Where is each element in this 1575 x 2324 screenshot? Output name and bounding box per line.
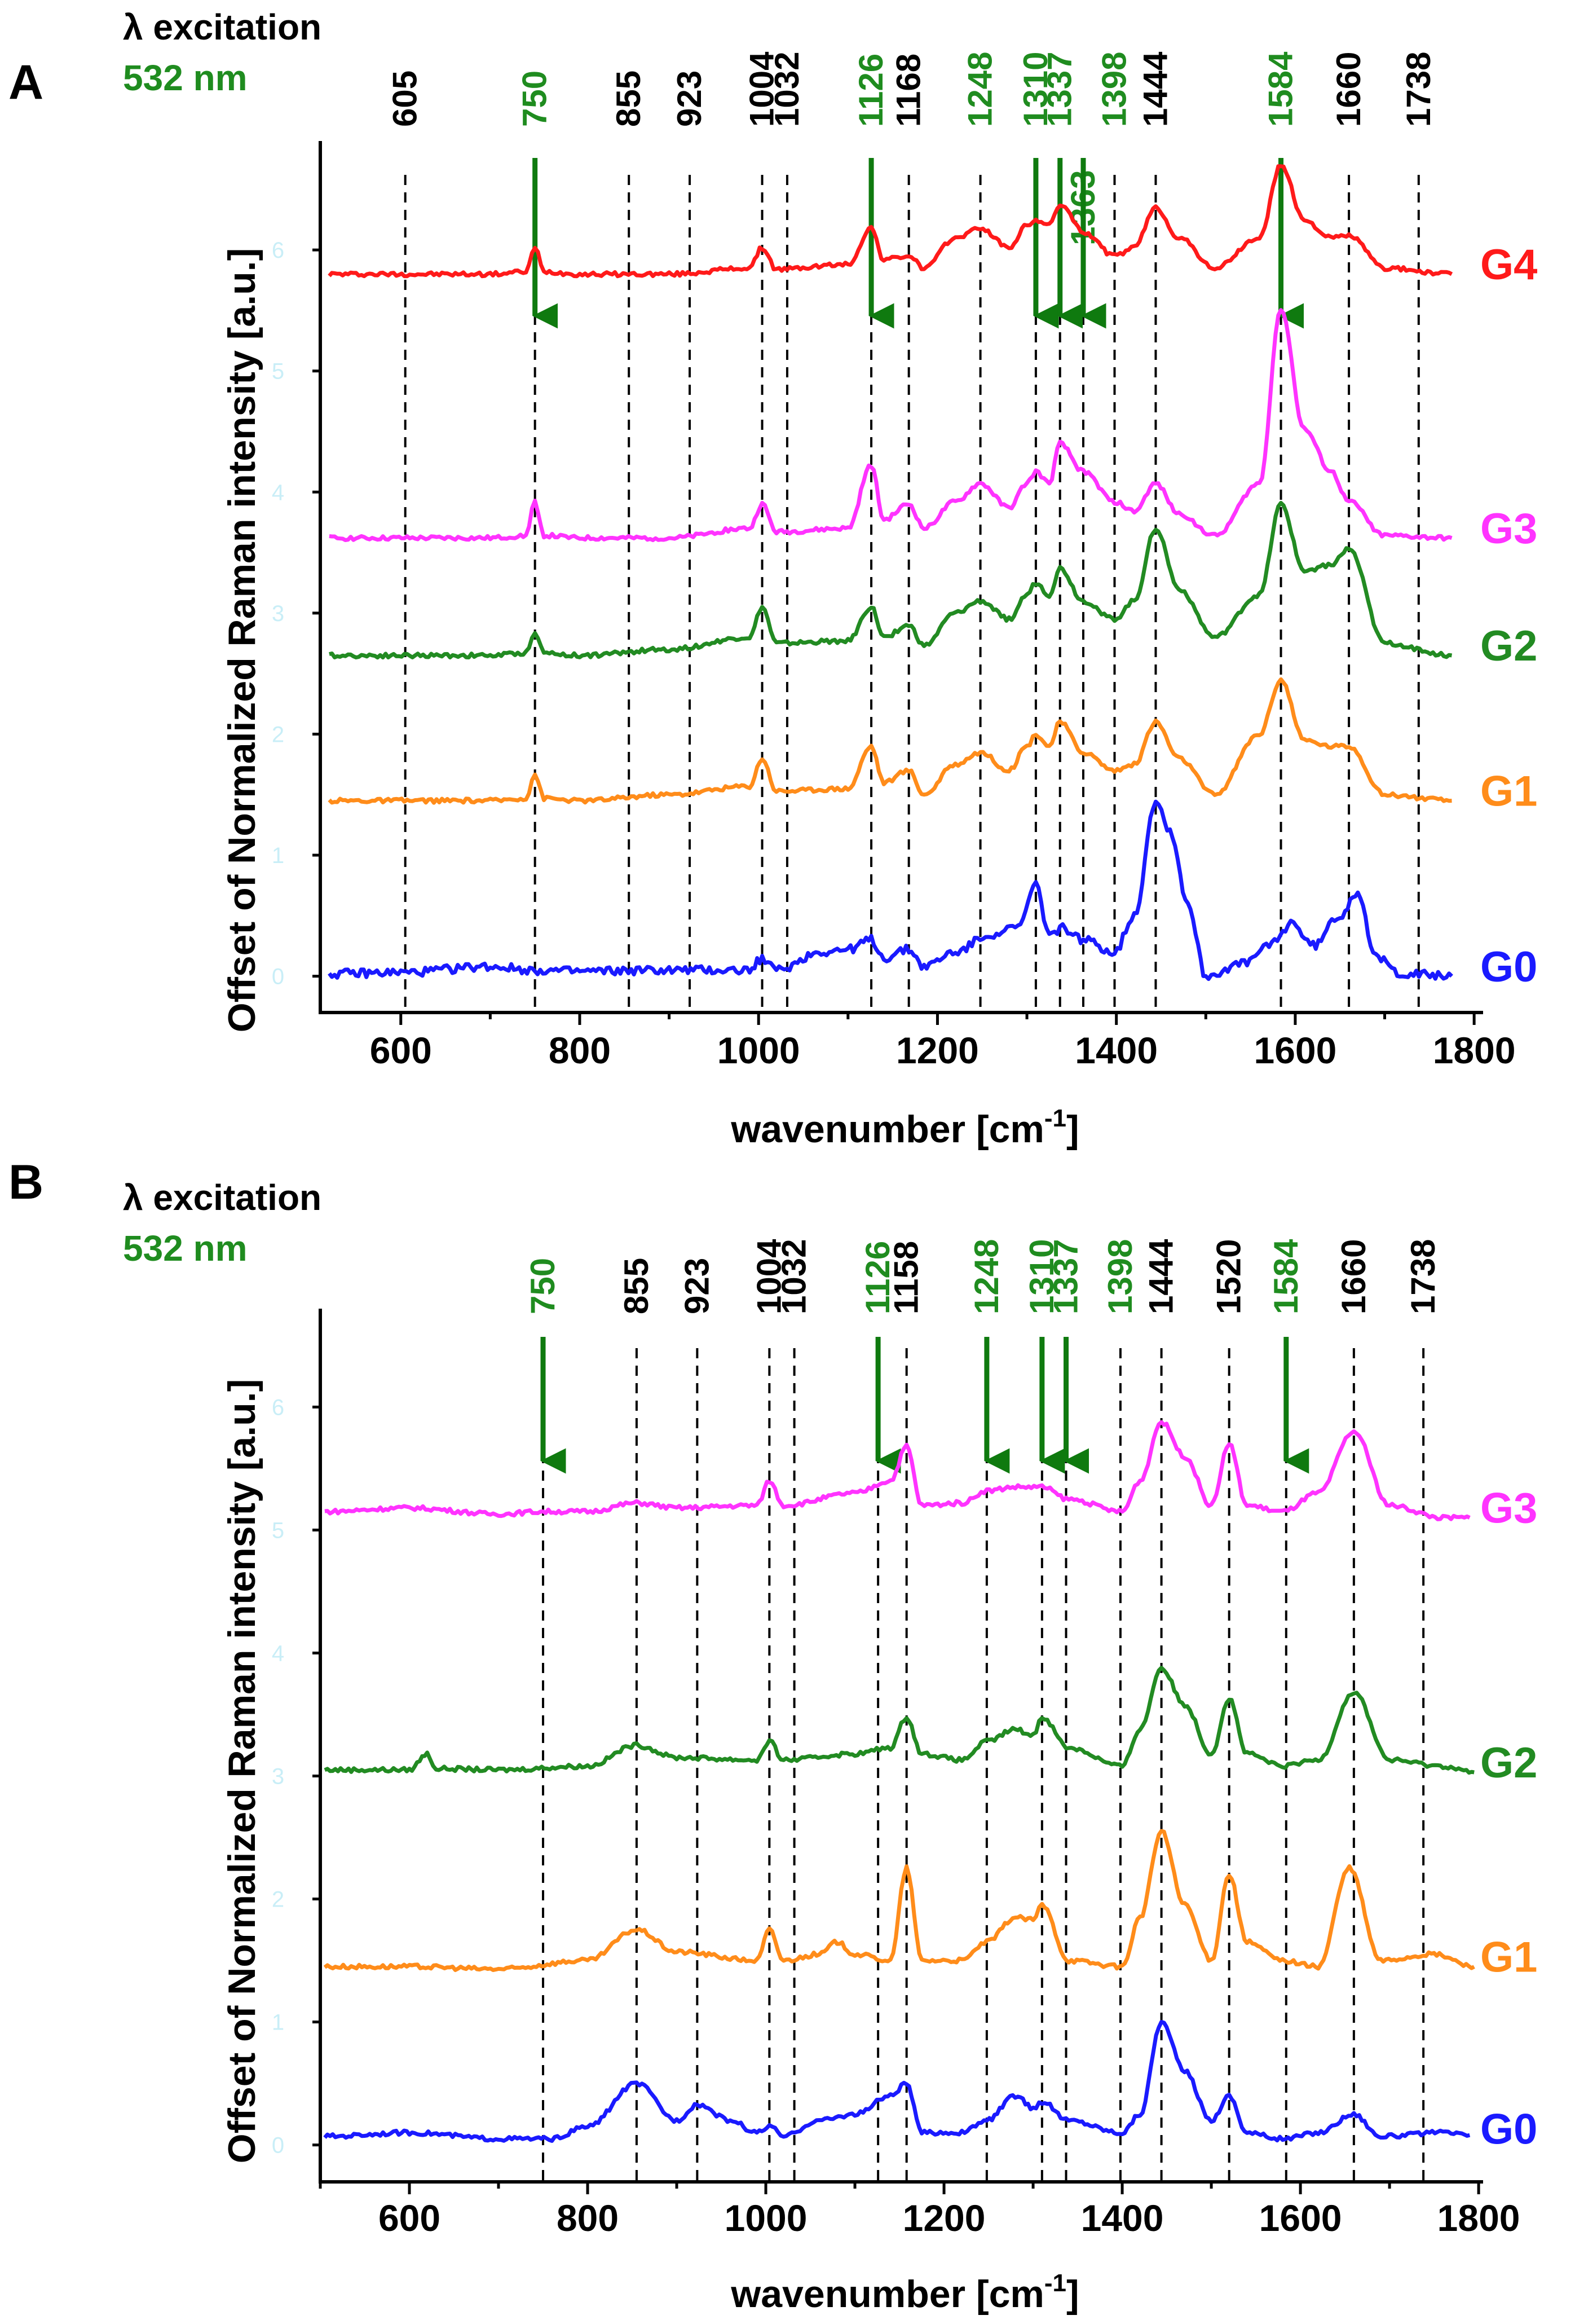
panel-b-peak-label-1738: 1738 — [1404, 1239, 1442, 1314]
panel-a-peak-label-1032: 1032 — [768, 52, 806, 127]
panel-b-axes — [319, 1309, 1483, 2184]
panel-b-peak-label-1126: 1126 — [859, 1241, 897, 1314]
excitation-label-b: λ excitation — [123, 1177, 321, 1218]
panel-b-y-tick-label: 3 — [272, 1764, 284, 1789]
panel-b-series-g2 — [324, 1666, 1475, 1775]
panel-b-series-label-g0: G0 — [1480, 2106, 1537, 2154]
panel-a-peak-label-1738: 1738 — [1400, 52, 1437, 127]
panel-b-y-tick-label: 4 — [272, 1641, 284, 1666]
panel-a-y-tick-label: 3 — [272, 601, 284, 626]
panel-b-peak-label-923: 923 — [678, 1258, 716, 1314]
panel-b-y-tick-label: 2 — [272, 1887, 284, 1912]
panel-b-peak-label-750: 750 — [524, 1258, 562, 1314]
panel-a-peak-label-1660: 1660 — [1330, 52, 1367, 127]
panel-a-peak-label-855: 855 — [610, 71, 647, 127]
panel-a-peak-label-1004: 1004 — [743, 51, 781, 127]
panel-letter-b: B — [8, 1155, 43, 1209]
panel-b-peak-label-1444: 1444 — [1142, 1239, 1180, 1314]
panel-b-peak-label-1032: 1032 — [775, 1239, 813, 1314]
panel-b-y-tick-label: 5 — [272, 1518, 284, 1543]
panel-a-series-label-g2: G2 — [1480, 622, 1537, 670]
panel-b-x-tick-label: 1200 — [903, 2197, 986, 2239]
panel-a-series-g3 — [329, 308, 1453, 543]
panel-b-series-label-g2: G2 — [1480, 1739, 1537, 1787]
panel-b-peak-label-855: 855 — [617, 1258, 655, 1314]
panel-b-x-tick-label: 1400 — [1081, 2197, 1164, 2239]
panel-a-peak-label-1168: 1168 — [890, 54, 928, 127]
panel-a-series-g0 — [328, 799, 1453, 981]
panel-a-x-tick-label: 1200 — [896, 1029, 979, 1071]
panel-a-axes — [319, 141, 1483, 1014]
panel-b-peak-label-1520: 1520 — [1210, 1239, 1248, 1314]
panel-b-peak-label-1337: 1337 — [1047, 1239, 1085, 1314]
panel-a-series-label-g4: G4 — [1480, 241, 1537, 289]
panel-b-peak-label-1158: 1158 — [888, 1241, 925, 1314]
y-axis-label-a: Offset of Normalized Raman intensity [a.… — [220, 248, 263, 1032]
panel-a-peak-label-1398: 1398 — [1096, 52, 1133, 127]
panel-b-peak-label-1584: 1584 — [1267, 1239, 1305, 1314]
panel-a-y-tick-label: 6 — [272, 238, 284, 263]
panel-a-peak-label-1584: 1584 — [1262, 51, 1300, 127]
panel-a-peak-label-605: 605 — [386, 71, 424, 127]
panel-a-y-tick-label: 1 — [272, 843, 284, 868]
panel-b-series-label-g1: G1 — [1480, 1933, 1537, 1981]
panel-a-peak-label-1310: 1310 — [1017, 52, 1055, 127]
panel-a-y-tick-label: 2 — [272, 722, 284, 747]
panel-b-x-tick-label: 1000 — [725, 2197, 808, 2239]
panel-b-y-tick-label: 0 — [272, 2133, 284, 2158]
panel-b-series-label-g3: G3 — [1480, 1485, 1537, 1533]
panel-b-series-g1 — [323, 1829, 1475, 1972]
panel-b-x-tick-label: 600 — [378, 2197, 440, 2239]
excitation-label-a: λ excitation — [123, 7, 321, 47]
panel-b-series-g0 — [323, 2019, 1471, 2143]
panel-a-series-label-g3: G3 — [1480, 505, 1537, 553]
panel-b-peak-label-1310: 1310 — [1023, 1239, 1061, 1314]
panel-b-peak-label-1004: 1004 — [750, 1239, 788, 1314]
panel-a-peak-label-1444: 1444 — [1136, 51, 1174, 127]
excitation-value-b: 532 nm — [123, 1228, 248, 1269]
panel-letter-a: A — [8, 55, 43, 109]
panel-a-series-label-g0: G0 — [1480, 943, 1537, 991]
y-axis-label-b: Offset of Normalized Raman intensity [a.… — [220, 1379, 263, 2163]
panel-a-series-g2 — [329, 501, 1453, 660]
x-axis-label-b: wavenumber [cm-1] — [730, 2269, 1079, 2316]
panel-b-series-g3 — [324, 1420, 1471, 1521]
panel-a-y-tick-label: 0 — [272, 965, 284, 989]
panel-a-series-label-g1: G1 — [1480, 768, 1537, 816]
panel-a-y-tick-label: 4 — [272, 480, 284, 505]
panel-b: B λ excitation 532 nm Offset of Normaliz… — [8, 1155, 1537, 2316]
panel-a-x-tick-label: 600 — [370, 1029, 432, 1071]
panel-a-peak-label-923: 923 — [670, 71, 708, 127]
panel-b-peak-label-1660: 1660 — [1335, 1239, 1373, 1314]
panel-a-x-tick-label: 1600 — [1254, 1029, 1336, 1071]
x-axis-label-a: wavenumber [cm-1] — [730, 1104, 1079, 1151]
panel-a-peak-label-750: 750 — [516, 71, 554, 127]
excitation-value-a: 532 nm — [123, 58, 248, 98]
panel-a-peak-label-1337: 1337 — [1041, 52, 1079, 127]
panel-b-y-tick-label: 1 — [272, 2010, 284, 2035]
panel-a-series-g4 — [328, 164, 1453, 279]
panel-b-x-tick-label: 800 — [557, 2197, 619, 2239]
panel-b-x-tick-label: 1800 — [1437, 2197, 1520, 2239]
panel-b-peak-label-1398: 1398 — [1101, 1239, 1139, 1314]
panel-a-peak-label-1248: 1248 — [961, 52, 999, 127]
panel-b-x-tick-label: 1600 — [1259, 2197, 1342, 2239]
panel-b-peak-label-1248: 1248 — [968, 1239, 1005, 1314]
panel-a-series-g1 — [328, 677, 1452, 805]
panel-a: A λ excitation 532 nm Offset of Normaliz… — [8, 7, 1537, 1151]
panel-a-peak-label-1126: 1126 — [852, 54, 890, 127]
panel-b-y-tick-label: 6 — [272, 1395, 284, 1420]
panel-a-y-tick-label: 5 — [272, 359, 284, 384]
panel-a-x-tick-label: 1800 — [1433, 1029, 1516, 1071]
panel-a-x-tick-label: 1400 — [1075, 1029, 1158, 1071]
panel-a-x-tick-label: 800 — [549, 1029, 611, 1071]
panel-a-x-tick-label: 1000 — [717, 1029, 800, 1071]
